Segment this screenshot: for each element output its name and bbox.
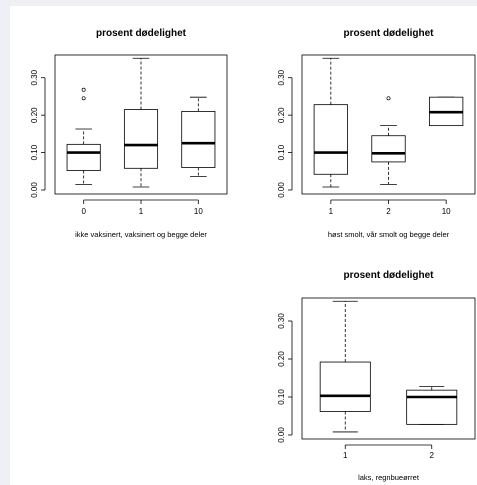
outlier-point [386,96,391,101]
x-tick-label: 10 [442,207,451,216]
boxplot-figure: prosent dødelighet 0.00 0.10 0.20 0.30 0 1 10 ik… [30,28,476,482]
x-tick-label: 2 [386,207,391,216]
y-tick-label: 0.10 [277,144,286,160]
box-0 [66,87,101,185]
y-tick-label: 0.10 [277,389,286,405]
y-tick-label: 0.30 [30,69,39,85]
box-10 [181,96,216,177]
box-2 [371,96,406,185]
plot-frame [301,297,476,440]
x-tick-label: 1 [139,207,144,216]
box-10 [429,96,464,127]
x-tick-label: 0 [81,207,86,216]
box-iqr [371,135,406,163]
y-tick-label: 0.10 [30,144,39,160]
y-tick-label: 0.20 [277,107,286,123]
x-axis-label: ikke vaksinert, vaksinert og begge deler [75,230,207,239]
box-iqr [123,109,159,169]
x-axis-label: laks, regnbueørret [358,473,420,482]
box-1 [319,300,371,433]
boxplot-panel-3: prosent dødelighet 0.00 0.10 0.20 0.30 1 2 laks… [277,270,476,482]
y-tick-label: 0.30 [277,313,286,329]
y-tick-label: 0.00 [277,427,286,443]
box-iqr [319,361,371,412]
y-tick-label: 0.00 [277,182,286,198]
box-iqr [406,389,458,425]
boxplot-panel-2: prosent dødelighet 0.00 0.10 0.20 0.30 1 2 10 hø… [277,28,476,239]
y-tick-label: 0.30 [277,69,286,85]
x-axis-label: høst smolt, vår smolt og begge deler [328,230,450,239]
y-tick-label: 0.00 [30,182,39,198]
x-tick-label: 1 [343,451,348,460]
chart-canvas: prosent dødelighet 0.00 0.10 0.20 0.30 0 1 10 ik… [10,6,477,485]
chart-title: prosent dødelighet [344,270,435,281]
chart-title: prosent dødelighet [344,28,435,39]
boxplot-panel-1: prosent dødelighet 0.00 0.10 0.20 0.30 0 1 10 ik… [30,28,228,239]
box-2 [406,385,458,425]
box-iqr [181,111,216,168]
box-1 [123,57,159,188]
y-tick-label: 0.20 [30,107,39,123]
box-iqr [66,143,101,171]
plot-frame [54,54,228,195]
box-1 [313,57,348,188]
x-tick-label: 2 [430,451,435,460]
chart-title: prosent dødelighet [96,28,187,39]
plot-frame [301,54,476,195]
box-iqr [313,104,348,175]
x-tick-label: 1 [329,207,334,216]
outlier-point [81,87,86,92]
outlier-point [81,96,86,101]
x-tick-label: 10 [194,207,203,216]
y-tick-label: 0.20 [277,351,286,367]
